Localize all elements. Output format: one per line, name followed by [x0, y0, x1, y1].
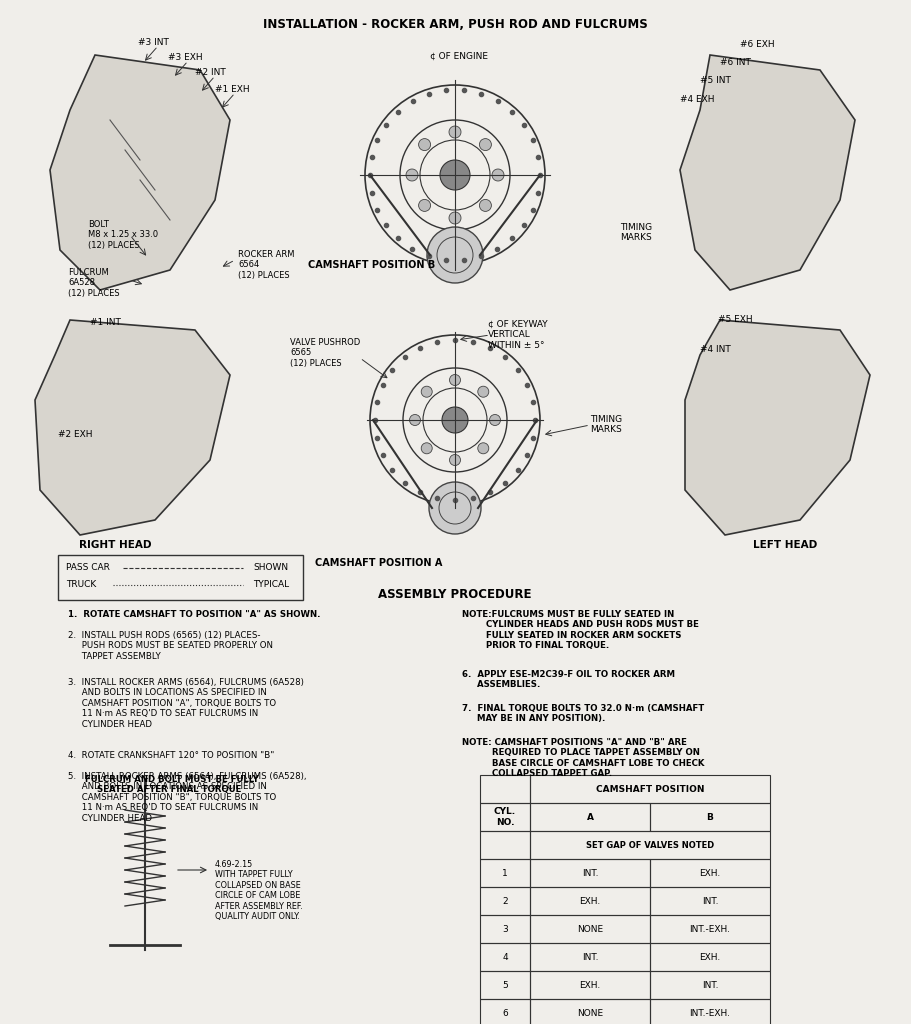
- Text: B: B: [707, 812, 713, 821]
- Circle shape: [449, 375, 460, 385]
- Bar: [650, 887, 770, 915]
- Text: ROCKER ARM
6564
(12) PLACES: ROCKER ARM 6564 (12) PLACES: [238, 250, 294, 280]
- Polygon shape: [50, 55, 230, 290]
- Text: TYPICAL: TYPICAL: [253, 580, 289, 589]
- Bar: [650, 803, 770, 831]
- Text: #2 EXH: #2 EXH: [58, 430, 93, 439]
- Text: #5 EXH: #5 EXH: [718, 315, 752, 324]
- Text: ASSEMBLY PROCEDURE: ASSEMBLY PROCEDURE: [378, 588, 532, 601]
- Text: INT.-EXH.: INT.-EXH.: [690, 1009, 731, 1018]
- Bar: [58, 555, 303, 600]
- Text: 4.69-2.15
WITH TAPPET FULLY
COLLAPSED ON BASE
CIRCLE OF CAM LOBE
AFTER ASSEMBLY : 4.69-2.15 WITH TAPPET FULLY COLLAPSED ON…: [215, 860, 302, 921]
- Circle shape: [449, 126, 461, 138]
- Text: TRUCK: TRUCK: [66, 580, 97, 589]
- Text: SHOWN: SHOWN: [253, 563, 288, 572]
- Circle shape: [410, 415, 421, 426]
- Text: 4.  ROTATE CRANKSHAFT 120° TO POSITION "B": 4. ROTATE CRANKSHAFT 120° TO POSITION "B…: [68, 751, 274, 760]
- Bar: [650, 943, 770, 971]
- Text: #6 EXH: #6 EXH: [740, 40, 774, 49]
- Text: NOTE:FULCRUMS MUST BE FULLY SEATED IN
        CYLINDER HEADS AND PUSH RODS MUST : NOTE:FULCRUMS MUST BE FULLY SEATED IN CY…: [462, 610, 699, 650]
- Circle shape: [442, 407, 468, 433]
- Circle shape: [449, 212, 461, 224]
- Text: 2: 2: [502, 896, 507, 905]
- Circle shape: [427, 227, 483, 283]
- Text: EXH.: EXH.: [579, 896, 600, 905]
- Text: 7.  FINAL TORQUE BOLTS TO 32.0 N·m (CAMSHAFT
     MAY BE IN ANY POSITION).: 7. FINAL TORQUE BOLTS TO 32.0 N·m (CAMSH…: [462, 705, 704, 723]
- Circle shape: [421, 386, 432, 397]
- Bar: [530, 859, 650, 887]
- Circle shape: [440, 160, 470, 190]
- Circle shape: [449, 455, 460, 466]
- Text: #4 INT: #4 INT: [700, 345, 731, 354]
- Text: 2.  INSTALL PUSH RODS (6565) (12) PLACES-
     PUSH RODS MUST BE SEATED PROPERLY: 2. INSTALL PUSH RODS (6565) (12) PLACES-…: [68, 631, 273, 660]
- Circle shape: [429, 482, 481, 534]
- Text: INT.: INT.: [582, 868, 599, 878]
- Text: FULCRUM
6A528
(12) PLACES: FULCRUM 6A528 (12) PLACES: [68, 268, 119, 298]
- Bar: [650, 999, 770, 1024]
- Text: #2 INT: #2 INT: [195, 68, 226, 77]
- Text: RIGHT HEAD: RIGHT HEAD: [78, 540, 151, 550]
- Text: 3: 3: [502, 925, 507, 934]
- Bar: [530, 803, 650, 831]
- Polygon shape: [680, 55, 855, 290]
- Text: INSTALLATION - ROCKER ARM, PUSH ROD AND FULCRUMS: INSTALLATION - ROCKER ARM, PUSH ROD AND …: [262, 18, 648, 31]
- Bar: [480, 775, 530, 803]
- Bar: [480, 971, 530, 999]
- Text: EXH.: EXH.: [700, 868, 721, 878]
- Circle shape: [489, 415, 500, 426]
- Text: LEFT HEAD: LEFT HEAD: [752, 540, 817, 550]
- Text: 4: 4: [502, 952, 507, 962]
- Text: ¢ OF ENGINE: ¢ OF ENGINE: [430, 52, 488, 61]
- Text: CAMSHAFT POSITION A: CAMSHAFT POSITION A: [315, 558, 443, 568]
- Polygon shape: [685, 319, 870, 535]
- Circle shape: [477, 442, 489, 454]
- Bar: [480, 831, 530, 859]
- Text: 6.  APPLY ESE-M2C39-F OIL TO ROCKER ARM
     ASSEMBLIES.: 6. APPLY ESE-M2C39-F OIL TO ROCKER ARM A…: [462, 670, 675, 689]
- Circle shape: [477, 386, 489, 397]
- Text: NOTE: CAMSHAFT POSITIONS "A" AND "B" ARE
          REQUIRED TO PLACE TAPPET ASSE: NOTE: CAMSHAFT POSITIONS "A" AND "B" ARE…: [462, 738, 704, 778]
- Text: TIMING
MARKS: TIMING MARKS: [620, 223, 652, 243]
- Circle shape: [418, 200, 431, 211]
- Text: #3 EXH: #3 EXH: [168, 53, 202, 62]
- Text: 5.  INSTALL ROCKER ARMS (6564), FULCRUMS (6A528),
     AND BOLTS IN LOCATIONS AS: 5. INSTALL ROCKER ARMS (6564), FULCRUMS …: [68, 772, 306, 822]
- Circle shape: [492, 169, 504, 181]
- Text: 3.  INSTALL ROCKER ARMS (6564), FULCRUMS (6A528)
     AND BOLTS IN LOCATIONS AS : 3. INSTALL ROCKER ARMS (6564), FULCRUMS …: [68, 678, 304, 729]
- Text: TIMING
MARKS: TIMING MARKS: [590, 415, 622, 434]
- Bar: [480, 887, 530, 915]
- Text: ¢ OF KEYWAY
VERTICAL
WITHIN ± 5°: ¢ OF KEYWAY VERTICAL WITHIN ± 5°: [488, 319, 548, 350]
- Text: INT.: INT.: [701, 981, 718, 989]
- Bar: [530, 943, 650, 971]
- Bar: [480, 915, 530, 943]
- Text: A: A: [587, 812, 593, 821]
- Bar: [530, 831, 770, 859]
- Circle shape: [479, 138, 491, 151]
- Bar: [530, 775, 770, 803]
- Text: NONE: NONE: [577, 1009, 603, 1018]
- Text: INT.: INT.: [582, 952, 599, 962]
- Text: CAMSHAFT POSITION B: CAMSHAFT POSITION B: [308, 260, 435, 270]
- Bar: [480, 999, 530, 1024]
- Text: #6 INT: #6 INT: [720, 58, 751, 67]
- Bar: [650, 971, 770, 999]
- Text: #1 EXH: #1 EXH: [215, 85, 250, 94]
- Text: INT.-EXH.: INT.-EXH.: [690, 925, 731, 934]
- Text: 6: 6: [502, 1009, 507, 1018]
- Text: SET GAP OF VALVES NOTED: SET GAP OF VALVES NOTED: [586, 841, 714, 850]
- Text: CAMSHAFT POSITION: CAMSHAFT POSITION: [596, 784, 704, 794]
- Text: BOLT
M8 x 1.25 x 33.0
(12) PLACES: BOLT M8 x 1.25 x 33.0 (12) PLACES: [88, 220, 159, 250]
- Text: EXH.: EXH.: [579, 981, 600, 989]
- Text: 1: 1: [502, 868, 507, 878]
- Bar: [650, 859, 770, 887]
- Bar: [480, 859, 530, 887]
- Text: #4 EXH: #4 EXH: [680, 95, 714, 104]
- Bar: [530, 915, 650, 943]
- Circle shape: [418, 138, 431, 151]
- Text: 1.  ROTATE CAMSHAFT TO POSITION "A" AS SHOWN.: 1. ROTATE CAMSHAFT TO POSITION "A" AS SH…: [68, 610, 321, 618]
- Bar: [650, 915, 770, 943]
- Circle shape: [406, 169, 418, 181]
- Text: INT.: INT.: [701, 896, 718, 905]
- Text: #5 INT: #5 INT: [700, 76, 731, 85]
- Text: NONE: NONE: [577, 925, 603, 934]
- Text: CYL.
NO.: CYL. NO.: [494, 807, 516, 826]
- Text: PASS CAR: PASS CAR: [66, 563, 110, 572]
